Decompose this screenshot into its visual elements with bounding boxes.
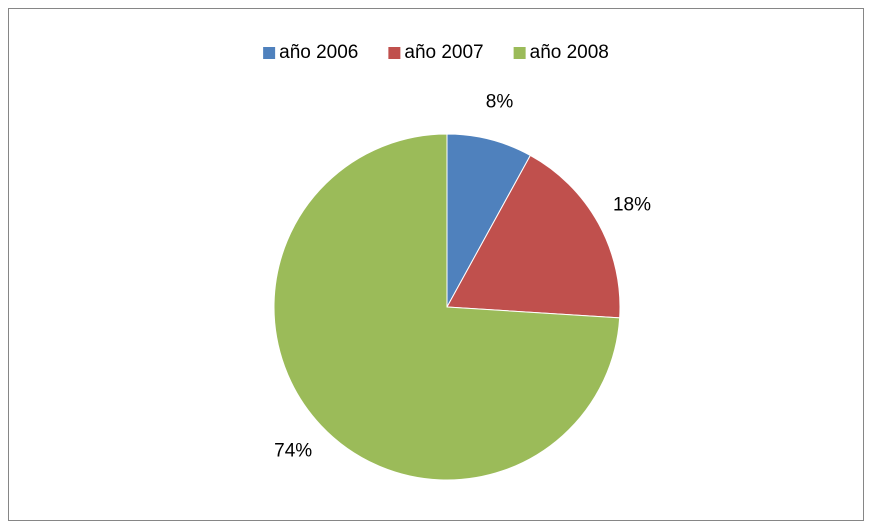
legend-swatch bbox=[388, 47, 401, 59]
legend-label: año 2007 bbox=[404, 42, 483, 63]
data-label: 8% bbox=[486, 92, 514, 113]
pie-slice bbox=[446, 154, 621, 319]
pie-slice bbox=[273, 133, 621, 481]
legend-swatch bbox=[263, 47, 276, 59]
data-label: 18% bbox=[613, 194, 651, 215]
legend-label: año 2006 bbox=[279, 42, 358, 63]
legend-label: año 2008 bbox=[530, 42, 609, 63]
data-label: 74% bbox=[274, 440, 312, 461]
legend-swatch bbox=[513, 47, 526, 59]
